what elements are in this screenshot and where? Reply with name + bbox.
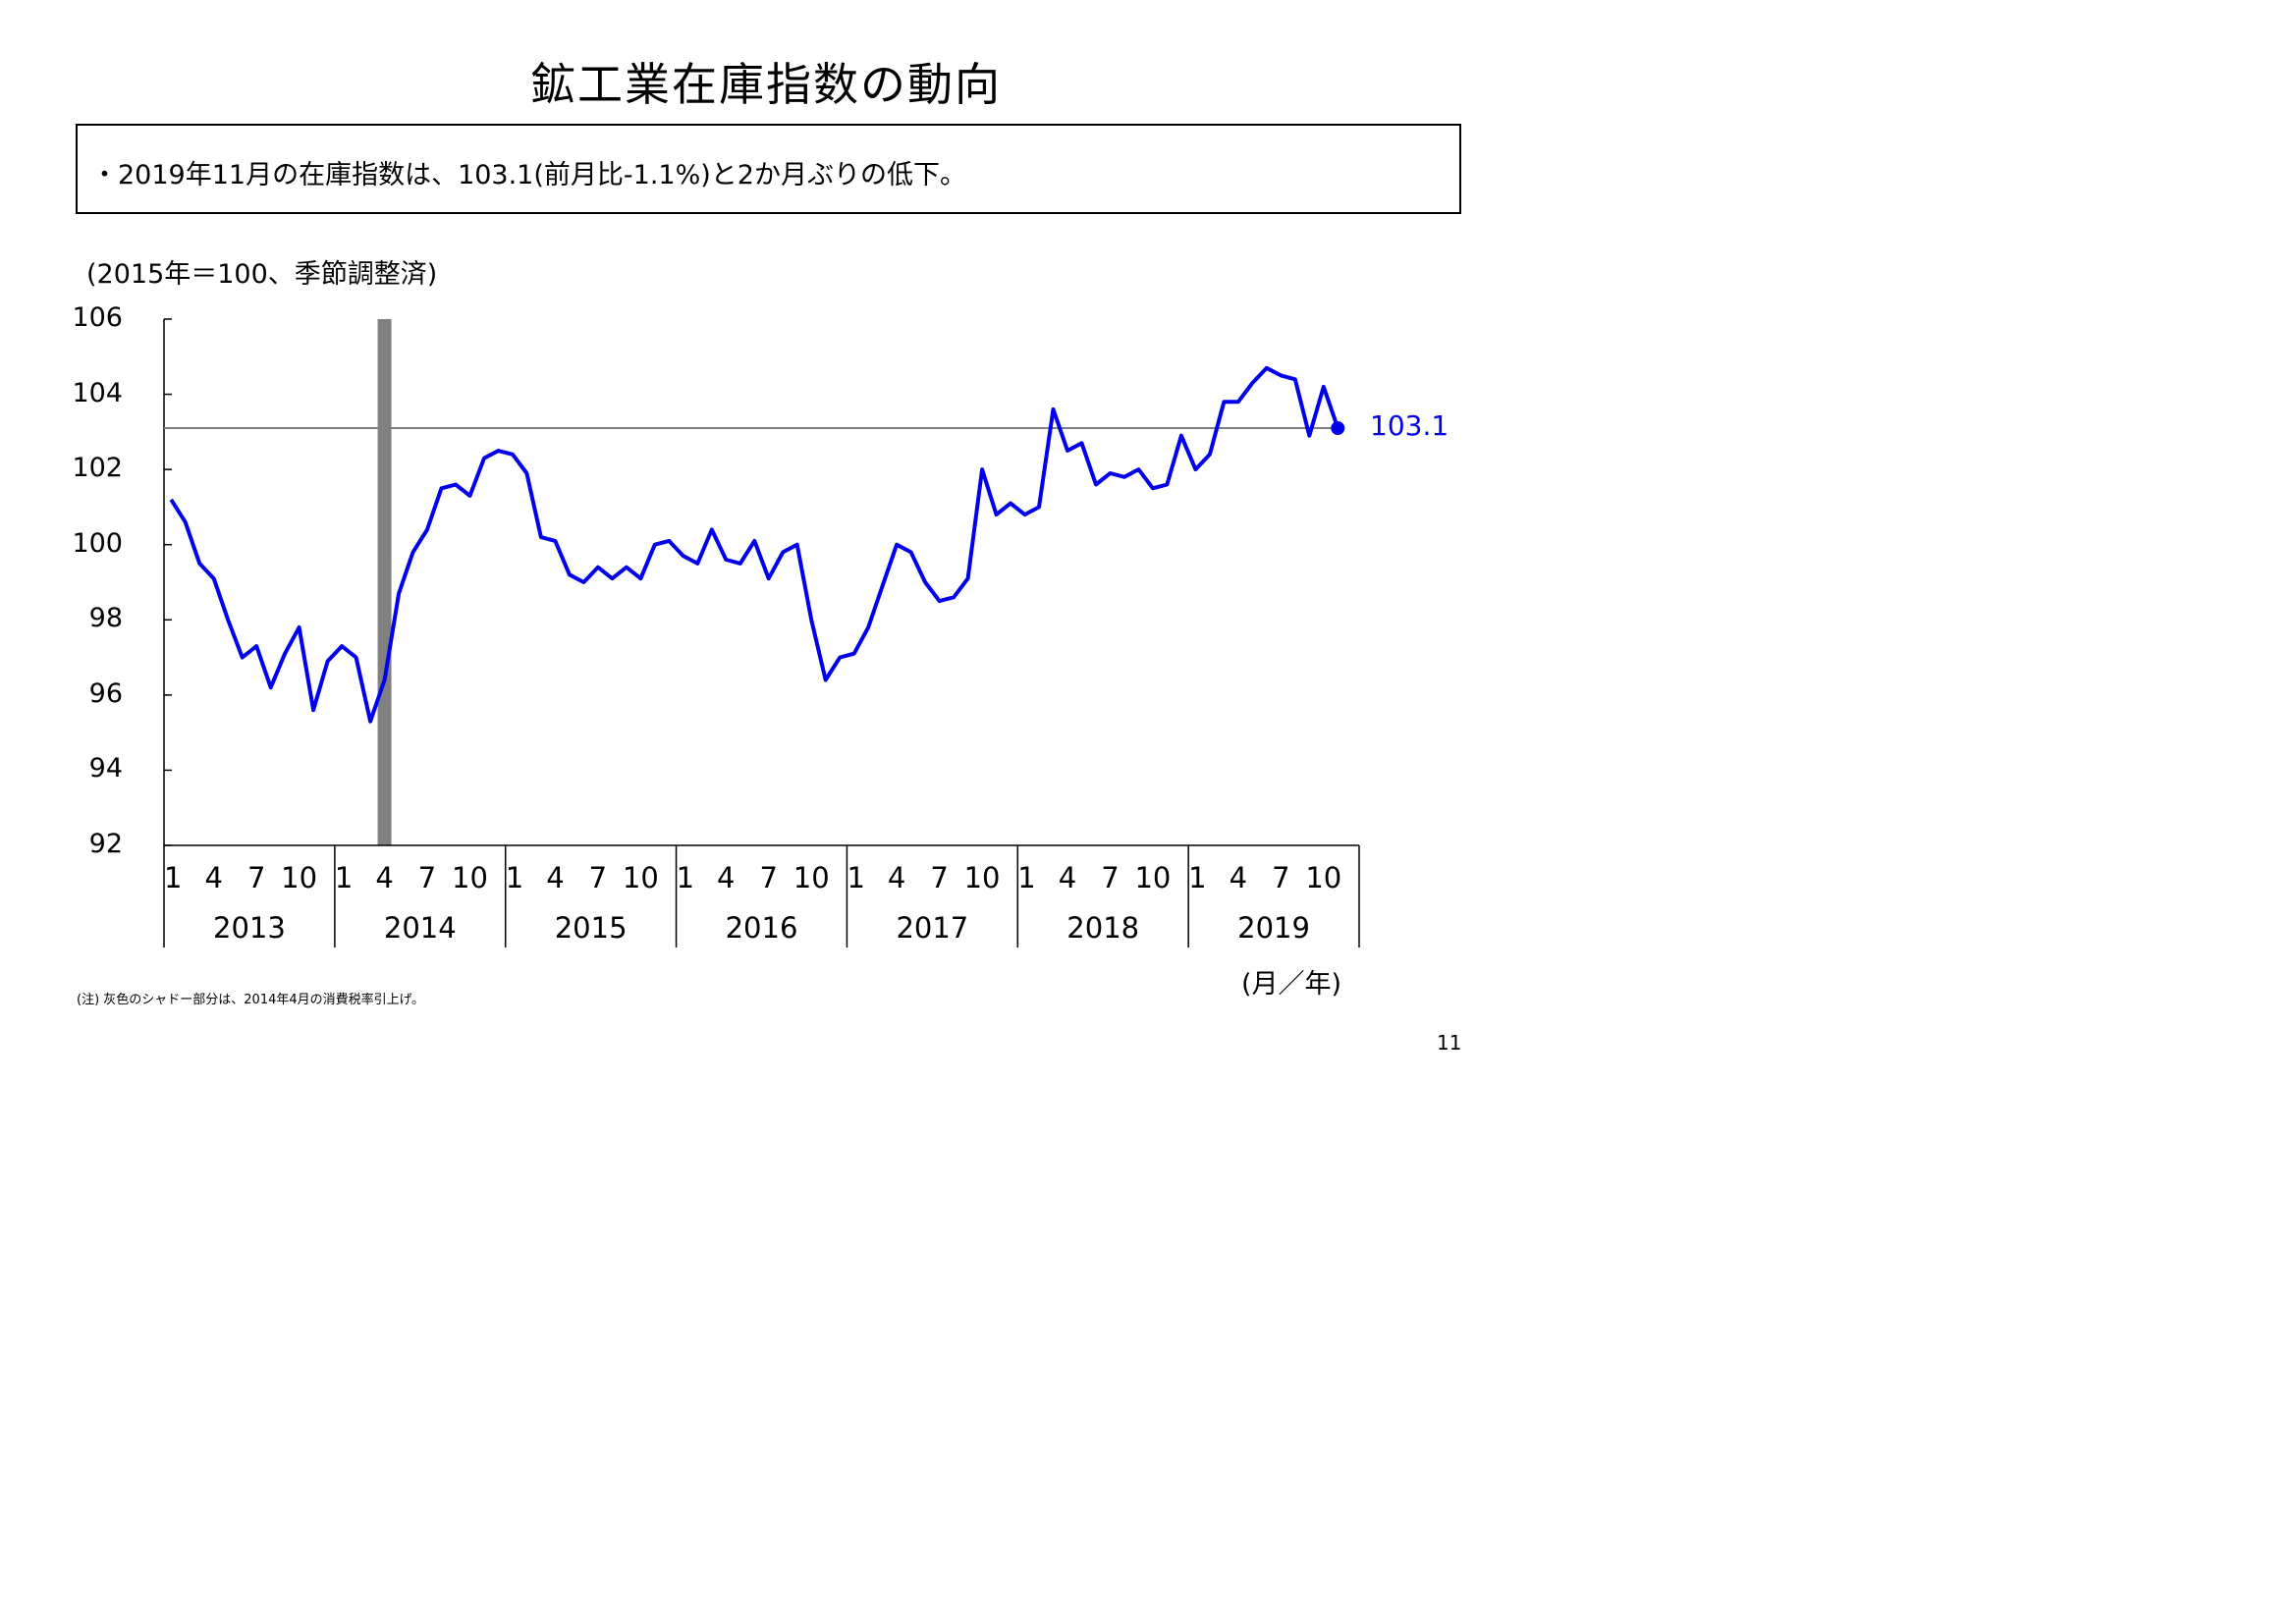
year-label: 2016 xyxy=(725,911,798,945)
year-label: 2014 xyxy=(383,911,457,945)
unit-note: (2015年＝100、季節調整済) xyxy=(86,259,438,290)
month-tick-label: 1 xyxy=(1017,861,1036,894)
month-tick-label: 4 xyxy=(1229,861,1248,894)
month-tick-label: 1 xyxy=(676,861,695,894)
page-title: 鉱工業在庫指数の動向 xyxy=(530,58,1002,111)
month-tick-label: 10 xyxy=(281,861,318,894)
month-tick-label: 10 xyxy=(793,861,830,894)
month-tick-label: 1 xyxy=(334,861,354,894)
year-label: 2018 xyxy=(1066,911,1140,945)
x-axis-unit: (月／年) xyxy=(1241,969,1342,1000)
month-tick-label: 1 xyxy=(505,861,524,894)
line-chart xyxy=(163,318,1360,947)
y-tick-label: 102 xyxy=(72,453,123,484)
month-tick-label: 4 xyxy=(546,861,565,894)
end-value-label: 103.1 xyxy=(1370,409,1449,442)
month-tick-label: 4 xyxy=(204,861,223,894)
month-tick-label: 1 xyxy=(1188,861,1207,894)
year-label: 2013 xyxy=(213,911,286,945)
month-tick-label: 7 xyxy=(1272,861,1290,894)
y-tick-label: 92 xyxy=(88,829,123,859)
month-tick-label: 1 xyxy=(164,861,183,894)
month-tick-label: 4 xyxy=(375,861,394,894)
summary-box: ・2019年11月の在庫指数は、103.1(前月比-1.1%)と2か月ぶりの低下… xyxy=(76,124,1461,214)
month-tick-label: 4 xyxy=(1058,861,1077,894)
y-tick-label: 104 xyxy=(72,377,123,408)
month-tick-label: 7 xyxy=(759,861,778,894)
month-tick-label: 10 xyxy=(452,861,488,894)
year-label: 2017 xyxy=(896,911,969,945)
month-tick-label: 10 xyxy=(963,861,1001,894)
y-tick-label: 94 xyxy=(88,753,123,785)
year-label: 2015 xyxy=(554,911,628,945)
month-tick-label: 7 xyxy=(930,861,949,894)
month-tick-label: 7 xyxy=(1101,861,1120,894)
footnote: (注) 灰色のシャドー部分は、2014年4月の消費税率引上げ。 xyxy=(77,993,424,1007)
month-tick-label: 7 xyxy=(417,861,437,894)
month-tick-label: 10 xyxy=(622,861,659,894)
year-label: 2019 xyxy=(1237,911,1310,945)
month-tick-label: 10 xyxy=(1305,861,1342,894)
end-point-marker xyxy=(1331,421,1345,436)
y-tick-label: 98 xyxy=(88,603,123,634)
month-tick-label: 1 xyxy=(847,861,865,894)
shaded-period xyxy=(377,319,392,845)
summary-text: ・2019年11月の在庫指数は、103.1(前月比-1.1%)と2か月ぶりの低下… xyxy=(91,160,966,190)
y-tick-label: 100 xyxy=(72,527,123,559)
y-tick-label: 96 xyxy=(88,677,123,709)
page-number: 11 xyxy=(1437,1031,1462,1055)
month-tick-label: 7 xyxy=(246,861,266,894)
month-tick-label: 4 xyxy=(717,861,736,894)
y-tick-label: 106 xyxy=(72,302,123,333)
series-line xyxy=(169,365,1340,724)
month-tick-label: 4 xyxy=(887,861,906,894)
month-tick-label: 7 xyxy=(588,861,608,894)
month-tick-label: 10 xyxy=(1134,861,1172,894)
